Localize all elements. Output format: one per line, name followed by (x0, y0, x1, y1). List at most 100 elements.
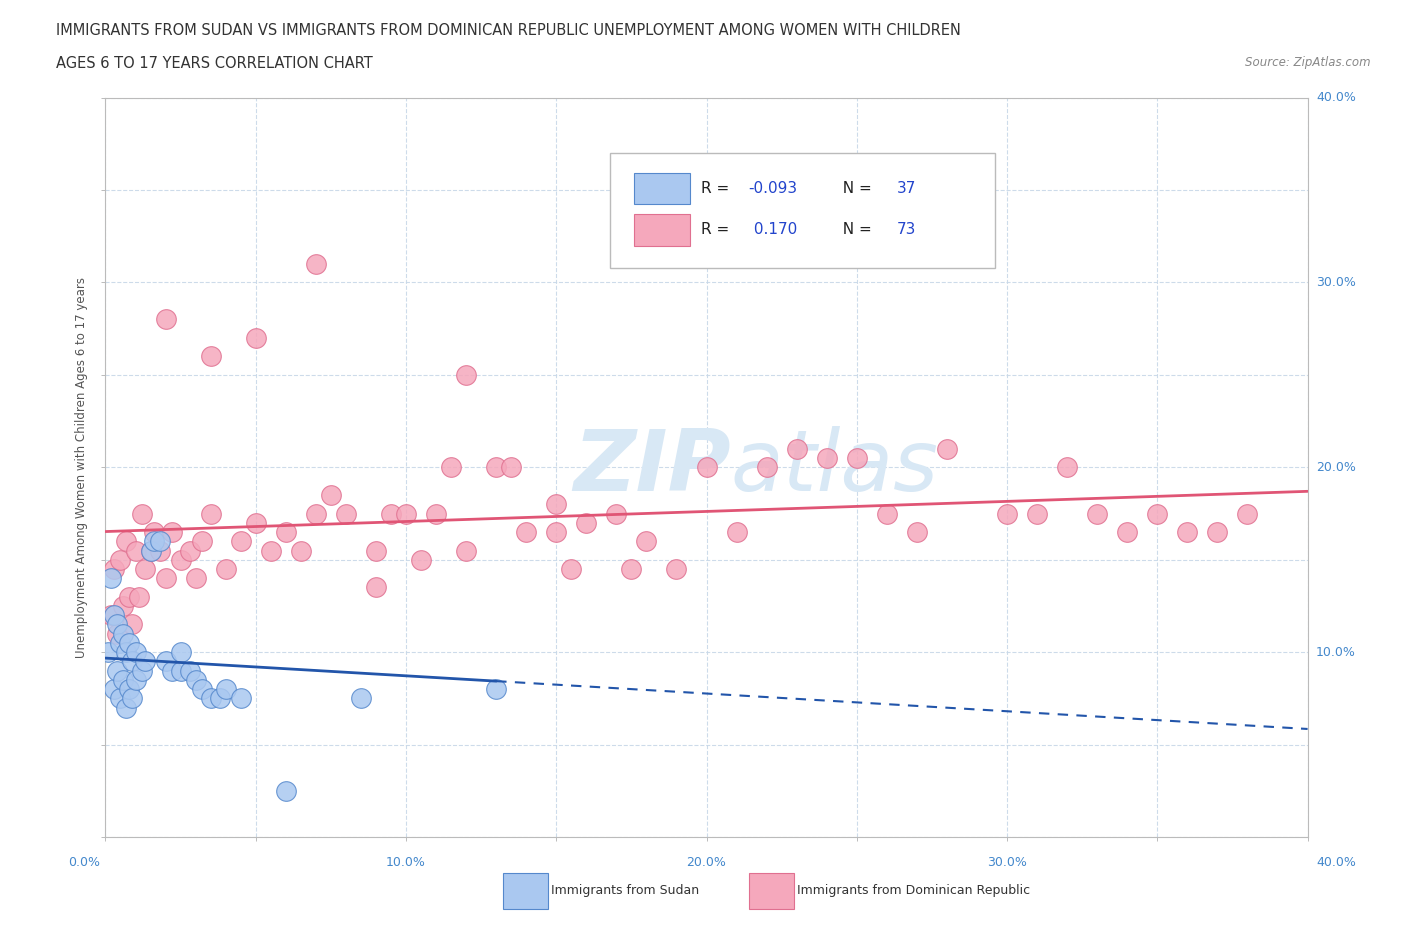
Point (1146, 506, 1168, 521)
Point (845, 451, 868, 466)
Point (409, 552, 432, 567)
Point (620, 562, 643, 577)
Point (169, 552, 191, 567)
Point (305, 506, 328, 521)
Point (1085, 506, 1108, 521)
Point (107, 663, 129, 678)
Point (128, 590, 150, 604)
Point (440, 459, 463, 474)
Point (121, 654, 143, 669)
Point (245, 515, 267, 530)
Point (245, 330, 267, 345)
Point (184, 571, 207, 586)
Text: N =: N = (832, 222, 876, 237)
Point (755, 459, 778, 474)
Point (148, 534, 170, 549)
Point (876, 506, 898, 521)
Text: 37: 37 (897, 181, 915, 196)
Point (995, 506, 1018, 521)
Point (160, 525, 183, 539)
Point (142, 534, 165, 549)
Text: Immigrants from Sudan: Immigrants from Sudan (551, 884, 699, 897)
Point (110, 691, 132, 706)
Point (121, 691, 143, 706)
Text: 20.0%: 20.0% (1316, 461, 1355, 473)
Point (131, 663, 153, 678)
Point (1116, 525, 1139, 539)
Point (107, 617, 129, 631)
Point (260, 543, 283, 558)
Point (134, 654, 156, 669)
Point (485, 682, 508, 697)
Point (103, 682, 125, 697)
Text: 10.0%: 10.0% (1316, 645, 1355, 658)
Text: R =: R = (700, 222, 734, 237)
Point (1206, 525, 1229, 539)
Point (121, 617, 143, 631)
Point (131, 506, 153, 521)
Text: 10.0%: 10.0% (387, 857, 426, 870)
Point (190, 682, 212, 697)
Point (1236, 506, 1258, 521)
Point (425, 506, 447, 521)
Text: -0.093: -0.093 (748, 181, 797, 196)
Point (214, 682, 236, 697)
Text: AGES 6 TO 17 YEARS CORRELATION CHART: AGES 6 TO 17 YEARS CORRELATION CHART (56, 56, 373, 71)
Point (97, 644, 120, 659)
Point (335, 506, 357, 521)
FancyBboxPatch shape (634, 215, 690, 246)
Text: ZIP: ZIP (572, 426, 731, 509)
Point (112, 626, 135, 641)
Point (290, 543, 312, 558)
Point (274, 525, 297, 539)
Point (815, 451, 838, 466)
Point (110, 635, 132, 650)
Point (124, 543, 146, 558)
Point (208, 691, 231, 706)
Text: Source: ZipAtlas.com: Source: ZipAtlas.com (1246, 56, 1371, 69)
Point (115, 644, 138, 659)
Point (350, 691, 373, 706)
Point (112, 599, 135, 614)
Point (786, 442, 808, 457)
Point (118, 682, 141, 697)
Point (184, 672, 207, 687)
Point (142, 525, 165, 539)
Point (112, 672, 135, 687)
Point (485, 459, 508, 474)
Text: IMMIGRANTS FROM SUDAN VS IMMIGRANTS FROM DOMINICAN REPUBLIC UNEMPLOYMENT AMONG W: IMMIGRANTS FROM SUDAN VS IMMIGRANTS FROM… (56, 23, 962, 38)
Point (454, 543, 477, 558)
Point (124, 644, 146, 659)
Text: 0.170: 0.170 (748, 222, 797, 237)
Point (605, 506, 627, 521)
Point (1056, 459, 1078, 474)
Point (636, 534, 658, 549)
Point (501, 459, 523, 474)
Text: 40.0%: 40.0% (1316, 857, 1355, 870)
Point (139, 543, 162, 558)
Point (110, 552, 132, 567)
Point (1175, 525, 1198, 539)
Point (107, 626, 129, 641)
Point (118, 635, 141, 650)
Point (725, 525, 748, 539)
Point (155, 571, 177, 586)
Text: 20.0%: 20.0% (686, 857, 727, 870)
FancyBboxPatch shape (610, 153, 995, 268)
Text: 30.0%: 30.0% (1316, 276, 1355, 289)
Point (100, 571, 122, 586)
Point (395, 506, 418, 521)
Point (190, 534, 212, 549)
Point (936, 442, 959, 457)
Point (546, 497, 568, 512)
Point (575, 515, 598, 530)
Point (139, 543, 162, 558)
Point (103, 608, 125, 623)
Point (319, 487, 342, 502)
Point (305, 257, 328, 272)
Point (214, 562, 236, 577)
Point (115, 700, 138, 715)
Point (229, 691, 252, 706)
Point (179, 543, 201, 558)
Point (148, 543, 170, 558)
